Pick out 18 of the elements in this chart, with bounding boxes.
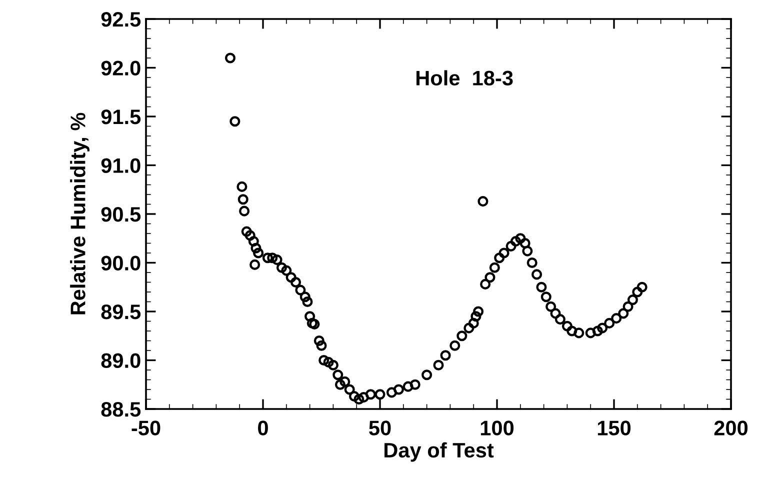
x-tick-label: 100	[480, 420, 514, 436]
y-tick-label: 88.5	[101, 402, 141, 417]
y-tick-label: 90.0	[101, 256, 140, 271]
y-tick-label: 92.5	[101, 12, 141, 27]
y-tick-label: 91.5	[101, 110, 141, 124]
y-axis-title: Relative Humidity, %	[70, 112, 90, 314]
x-axis-title: Day of Test	[384, 442, 494, 462]
x-tick-label: 0	[258, 420, 268, 436]
x-tick-label: 200	[714, 420, 748, 436]
x-tick-label: 50	[369, 420, 391, 436]
y-tick-label: 91.0	[101, 158, 140, 174]
y-tick-label: 92.0	[101, 60, 140, 76]
y-tick-label: 89.0	[101, 353, 140, 368]
y-tick-label: 90.5	[101, 207, 141, 222]
x-tick-label: -50	[132, 420, 160, 436]
y-tick-label: 89.5	[101, 304, 141, 320]
x-tick-label: 150	[598, 420, 631, 436]
annotation: Hole 18-3	[416, 70, 513, 86]
